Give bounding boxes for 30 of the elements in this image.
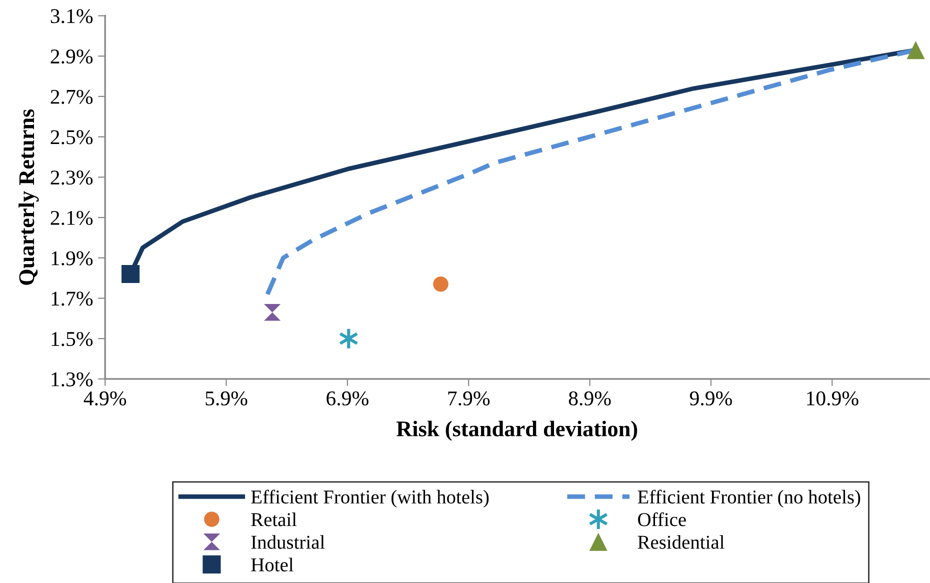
legend-label: Retail <box>251 512 297 526</box>
legend-label: Efficient Frontier (no hotels) <box>638 490 860 508</box>
legend-label: Efficient Frontier (with hotels) <box>251 490 489 508</box>
x-tick-label: 10.9% <box>807 391 858 406</box>
y-tick-label: 2.9% <box>50 49 93 64</box>
legend-label: Hotel <box>251 558 294 572</box>
point <box>433 276 448 292</box>
x-tick-label: 4.9% <box>84 391 126 406</box>
x-tick-label: 6.9% <box>326 391 368 406</box>
y-axis-title: Quarterly Returns <box>18 109 39 285</box>
y-tick-label: 1.7% <box>52 292 93 306</box>
y-tick-label: 2.1% <box>50 210 93 226</box>
y-tick-label: 1.3% <box>52 372 93 386</box>
x-tick-label: 5.9% <box>206 391 248 406</box>
x-tick-label: 7.9% <box>448 391 490 406</box>
y-tick-label: 2.3% <box>50 170 93 185</box>
y-tick-label: 1.5% <box>52 332 93 346</box>
y-tick-label: 2.5% <box>50 130 93 144</box>
x-tick-label: 9.9% <box>690 391 732 406</box>
y-tick-label: 3.1% <box>50 9 93 24</box>
x-tick-label: 8.9% <box>568 391 611 406</box>
legend-label: Industrial <box>251 535 325 549</box>
point <box>264 304 281 321</box>
x-axis-title: Risk (standard deviation) <box>396 420 638 441</box>
y-tick-label: 2.7% <box>50 90 93 104</box>
legend-label: Residential <box>638 535 724 549</box>
point <box>906 41 925 60</box>
point <box>122 264 140 284</box>
legend-label: Office <box>638 512 686 526</box>
y-tick-label: 1.9% <box>52 251 93 266</box>
